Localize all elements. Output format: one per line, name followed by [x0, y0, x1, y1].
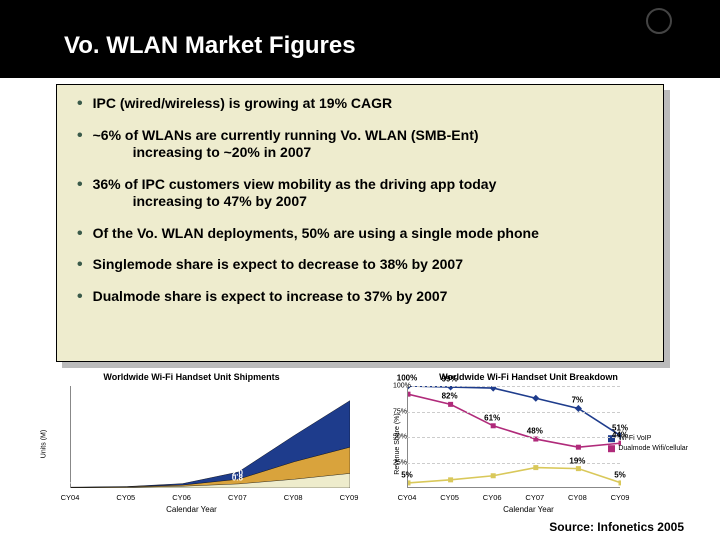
bullet-text: Of the Vo. WLAN deployments, 50% are usi…: [93, 225, 649, 243]
chart1-title: Worldwide Wi-Fi Handset Unit Shipments: [103, 372, 279, 382]
bullet-item: • ~6% of WLANs are currently running Vo. …: [77, 127, 649, 162]
chart2-point-label: 5%: [614, 470, 626, 479]
legend-label: Dualmode Wifi/cellular: [618, 444, 688, 454]
chart2-ytick: 25%: [393, 459, 407, 466]
chart1-xlabel: Calendar Year: [166, 505, 217, 514]
chart1-xtick: CY06: [172, 493, 191, 502]
chart2-xtick: CY04: [398, 493, 417, 502]
chart2-xtick: CY08: [568, 493, 587, 502]
chart2-point-label: 19%: [569, 456, 585, 465]
bullet-dot-icon: •: [77, 256, 83, 274]
chart2-point-label: 100%: [397, 374, 417, 383]
chart2-gridline: [407, 437, 620, 438]
bullet-dot-icon: •: [77, 225, 83, 243]
corner-circle-icon: [646, 8, 672, 34]
chart1-plot: [70, 386, 349, 488]
bullet-item: • Of the Vo. WLAN deployments, 50% are us…: [77, 225, 649, 243]
chart1-xtick: CY08: [284, 493, 303, 502]
bullet-item: • Dualmode share is expect to increase to…: [77, 288, 649, 306]
bullet-dot-icon: •: [77, 127, 83, 145]
chart2-point-label: 99%: [442, 375, 458, 384]
chart2-point-label: 44%: [612, 431, 628, 440]
chart1-point-label: 0.6: [176, 476, 187, 485]
chart1-point-label: 30.0: [341, 390, 357, 399]
legend-item: Dualmode Wifi/cellular: [608, 444, 688, 454]
bullet-subtext: increasing to 47% by 2007: [93, 193, 649, 211]
chart2-ytick: 50%: [393, 434, 407, 441]
bullet-item: • 36% of IPC customers view mobility as t…: [77, 176, 649, 211]
chart2-xtick: CY05: [440, 493, 459, 502]
chart2-ytick: 75%: [393, 408, 407, 415]
chart-shipments: Worldwide Wi-Fi Handset Unit Shipments U…: [30, 372, 353, 516]
chart1-point-label: 0.8: [232, 473, 243, 482]
chart1-xtick: CY04: [61, 493, 80, 502]
chart2-xtick: CY06: [483, 493, 502, 502]
chart2-point-label: 61%: [484, 413, 500, 422]
chart1-point-label: 0.0: [120, 476, 131, 485]
chart1-point-label: 0.0: [64, 477, 75, 486]
bullet-text: Dualmode share is expect to increase to …: [93, 288, 649, 306]
chart2-xtick: CY07: [525, 493, 544, 502]
bullet-text: ~6% of WLANs are currently running Vo. W…: [93, 127, 649, 162]
chart1-ylabel: Units (M): [41, 430, 48, 458]
chart1-xtick: CY09: [340, 493, 359, 502]
chart2-point-label: 7%: [572, 396, 584, 405]
charts-row: Worldwide Wi-Fi Handset Unit Shipments U…: [30, 372, 690, 516]
chart2-gridline: [407, 463, 620, 464]
page-title: Vo. WLAN Market Figures: [64, 32, 356, 60]
chart-breakdown: Worldwide Wi-Fi Handset Unit Breakdown R…: [367, 372, 690, 516]
chart2-title: Worldwide Wi-Fi Handset Unit Breakdown: [439, 372, 618, 382]
bullet-dot-icon: •: [77, 288, 83, 306]
chart2-point-label: 5%: [401, 470, 413, 479]
chart2-point-label: 48%: [527, 427, 543, 436]
bullets-box: • IPC (wired/wireless) is growing at 19% …: [56, 84, 664, 362]
bullet-text: IPC (wired/wireless) is growing at 19% C…: [93, 95, 649, 113]
source-text: Source: Infonetics 2005: [549, 520, 684, 534]
chart2-point-label: 82%: [442, 392, 458, 401]
bullet-dot-icon: •: [77, 176, 83, 194]
chart2-xtick: CY09: [611, 493, 630, 502]
bullet-item: • IPC (wired/wireless) is growing at 19% …: [77, 95, 649, 113]
chart2-xlabel: Calendar Year: [503, 505, 554, 514]
bullet-subtext: increasing to ~20% in 2007: [93, 144, 649, 162]
chart2-gridline: [407, 412, 620, 413]
bullet-text: Singlemode share is expect to decrease t…: [93, 256, 649, 274]
chart2-ytick: 100%: [393, 383, 411, 390]
bullet-text: 36% of IPC customers view mobility as th…: [93, 176, 649, 211]
chart2-gridline: [407, 386, 620, 387]
title-bar: Vo. WLAN Market Figures: [0, 0, 720, 78]
chart1-xtick: CY07: [228, 493, 247, 502]
bullet-dot-icon: •: [77, 95, 83, 113]
chart1-xtick: CY05: [116, 493, 135, 502]
bullet-item: • Singlemode share is expect to decrease …: [77, 256, 649, 274]
legend-swatch-icon: [608, 445, 615, 452]
